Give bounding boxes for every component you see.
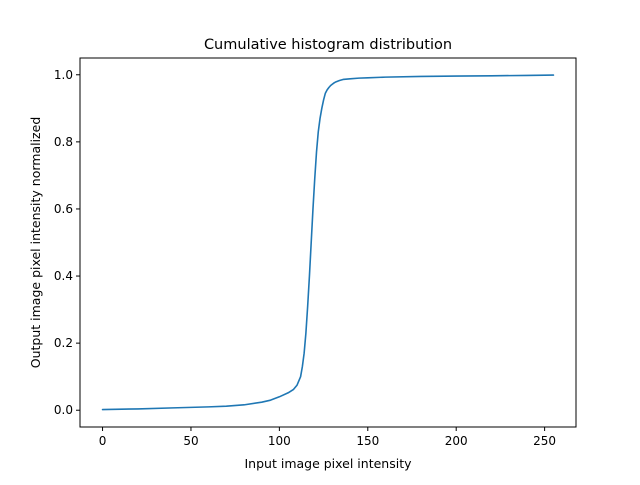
x-tick-label: 100 bbox=[268, 434, 291, 448]
x-tick-label: 200 bbox=[445, 434, 468, 448]
x-tick-label: 250 bbox=[533, 434, 556, 448]
y-tick-label: 0.8 bbox=[54, 135, 73, 149]
y-axis-label: Output image pixel intensity normalized bbox=[28, 117, 43, 368]
x-tick-label: 0 bbox=[99, 434, 107, 448]
x-axis-label: Input image pixel intensity bbox=[245, 456, 413, 471]
y-tick-label: 0.2 bbox=[54, 336, 73, 350]
plot-frame bbox=[79, 57, 577, 428]
chart-title: Cumulative histogram distribution bbox=[204, 37, 452, 53]
y-tick-label: 0.6 bbox=[54, 202, 73, 216]
y-tick-label: 1.0 bbox=[54, 68, 73, 82]
x-tick-label: 50 bbox=[183, 434, 198, 448]
series-line bbox=[101, 74, 555, 411]
y-tick-label: 0.0 bbox=[54, 403, 73, 417]
y-tick-label: 0.4 bbox=[54, 269, 73, 283]
x-tick-label: 150 bbox=[356, 434, 379, 448]
